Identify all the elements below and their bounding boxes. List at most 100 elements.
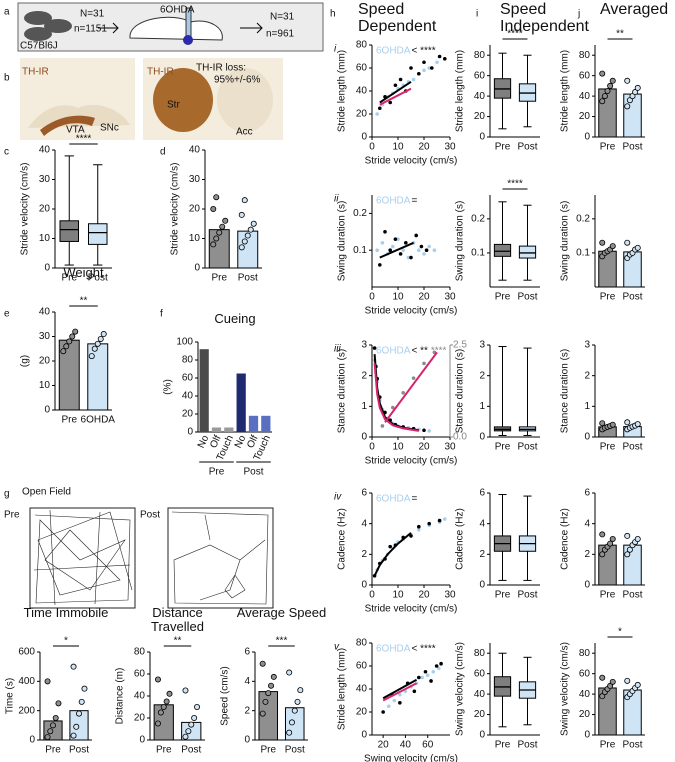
- y-tick-label: 30: [189, 174, 201, 185]
- stain: [153, 68, 213, 132]
- box: [59, 220, 80, 242]
- y-tick-label: 600: [18, 647, 35, 658]
- y-tick-label: 0: [584, 432, 590, 443]
- y-tick-label: 10: [39, 380, 51, 391]
- panel-label: h: [330, 9, 336, 20]
- annotation: =: [411, 494, 417, 505]
- data-point: [398, 701, 402, 705]
- panel-label: g: [4, 489, 10, 500]
- data-point: [160, 704, 167, 711]
- x-tick-label: Pre: [211, 273, 227, 284]
- row-label: v: [334, 642, 340, 653]
- y-tick-label: 60: [474, 668, 486, 679]
- data-point: [624, 239, 631, 246]
- y-tick-label: 60: [474, 70, 486, 81]
- data-point: [437, 666, 441, 671]
- data-point: [427, 66, 432, 70]
- significance: *: [64, 636, 68, 647]
- data-point: [216, 229, 223, 236]
- data-point: [157, 709, 164, 716]
- x-tick-label: Pre: [600, 292, 616, 303]
- y-tick-label: 0: [479, 730, 485, 741]
- x-tick-label: 10: [392, 590, 404, 601]
- box: [518, 245, 537, 259]
- x-tick-label: Pre: [45, 745, 61, 756]
- data-point: [417, 524, 421, 529]
- significance: **: [174, 636, 182, 647]
- data-point: [398, 252, 403, 256]
- row-label: iv: [334, 492, 342, 503]
- bar: [261, 415, 271, 432]
- data-point: [422, 252, 426, 256]
- data-point: [241, 238, 248, 245]
- annotation: ****: [431, 346, 447, 357]
- y-tick-label: 0: [139, 735, 145, 746]
- data-point: [386, 704, 391, 709]
- data-point: [288, 719, 295, 726]
- y-tick-label: 80: [182, 355, 194, 366]
- label: TH-IR loss:: [196, 63, 246, 74]
- data-point: [94, 340, 101, 347]
- data-point: [259, 660, 266, 667]
- y-axis-label: Cadence (Hz): [337, 508, 348, 570]
- y-tick-label: 0: [479, 132, 485, 143]
- row-label: iii: [334, 344, 341, 355]
- y-tick-label: 0: [479, 580, 485, 591]
- y-tick-label: 0: [29, 735, 35, 746]
- bar: [224, 427, 234, 432]
- data-point: [381, 710, 385, 714]
- data-point: [78, 698, 85, 705]
- data-point: [411, 376, 416, 380]
- y2-tick-label: 2.5: [453, 340, 467, 351]
- significance: ***: [276, 636, 288, 647]
- data-point: [411, 77, 416, 82]
- x-tick-label: Post: [517, 442, 537, 453]
- x-tick-label: Post: [622, 740, 642, 751]
- y-axis-label: Stance duration (s): [455, 349, 466, 434]
- data-point: [429, 679, 433, 683]
- y-tick-label: 30: [39, 174, 51, 185]
- significance: **: [80, 296, 88, 307]
- data-point: [634, 244, 641, 251]
- y-tick-label: 0: [187, 427, 193, 438]
- data-point: [404, 241, 408, 245]
- legend-label: 6OHDA: [376, 644, 411, 655]
- y-tick-label: 20: [189, 204, 201, 215]
- y-tick-label: 400: [18, 676, 35, 687]
- data-point: [396, 237, 400, 241]
- label: n=1151: [74, 24, 107, 35]
- data-point: [286, 669, 293, 676]
- data-point: [380, 424, 385, 428]
- data-point: [241, 197, 248, 204]
- y-axis-label: Stride velocity (cm/s): [20, 163, 31, 256]
- chart-title: Average Speed: [236, 605, 327, 620]
- data-point: [423, 669, 428, 674]
- x-tick-label: No: [233, 433, 249, 450]
- y-axis-label: Stride length (mm): [560, 50, 571, 132]
- x-tick-label: Pre: [156, 745, 172, 756]
- y-tick-label: 4: [584, 518, 590, 529]
- data-point: [250, 220, 257, 227]
- data-point: [420, 675, 424, 680]
- data-point: [388, 248, 393, 252]
- data-point: [391, 405, 395, 410]
- y-tick-label: 6: [479, 488, 485, 499]
- y-axis-label: Stride length (mm): [337, 648, 348, 730]
- fit-line: [373, 363, 419, 432]
- data-point: [81, 685, 88, 692]
- x-tick-label: Pre: [495, 740, 511, 751]
- data-point: [244, 232, 251, 239]
- y-tick-label: 1: [479, 401, 485, 412]
- label: Post: [140, 510, 160, 521]
- y-tick-label: 0.1: [353, 245, 367, 256]
- arrow: [240, 22, 263, 34]
- data-point: [412, 689, 417, 694]
- data-point: [76, 710, 83, 717]
- y-tick-label: 3: [479, 340, 485, 351]
- x-tick-label: 40: [400, 740, 412, 751]
- label: N=31: [270, 12, 295, 23]
- data-point: [439, 661, 443, 666]
- y-tick-label: 20: [474, 709, 486, 720]
- legend-label: 6OHDA: [376, 196, 411, 207]
- y-tick-label: 0: [44, 263, 50, 274]
